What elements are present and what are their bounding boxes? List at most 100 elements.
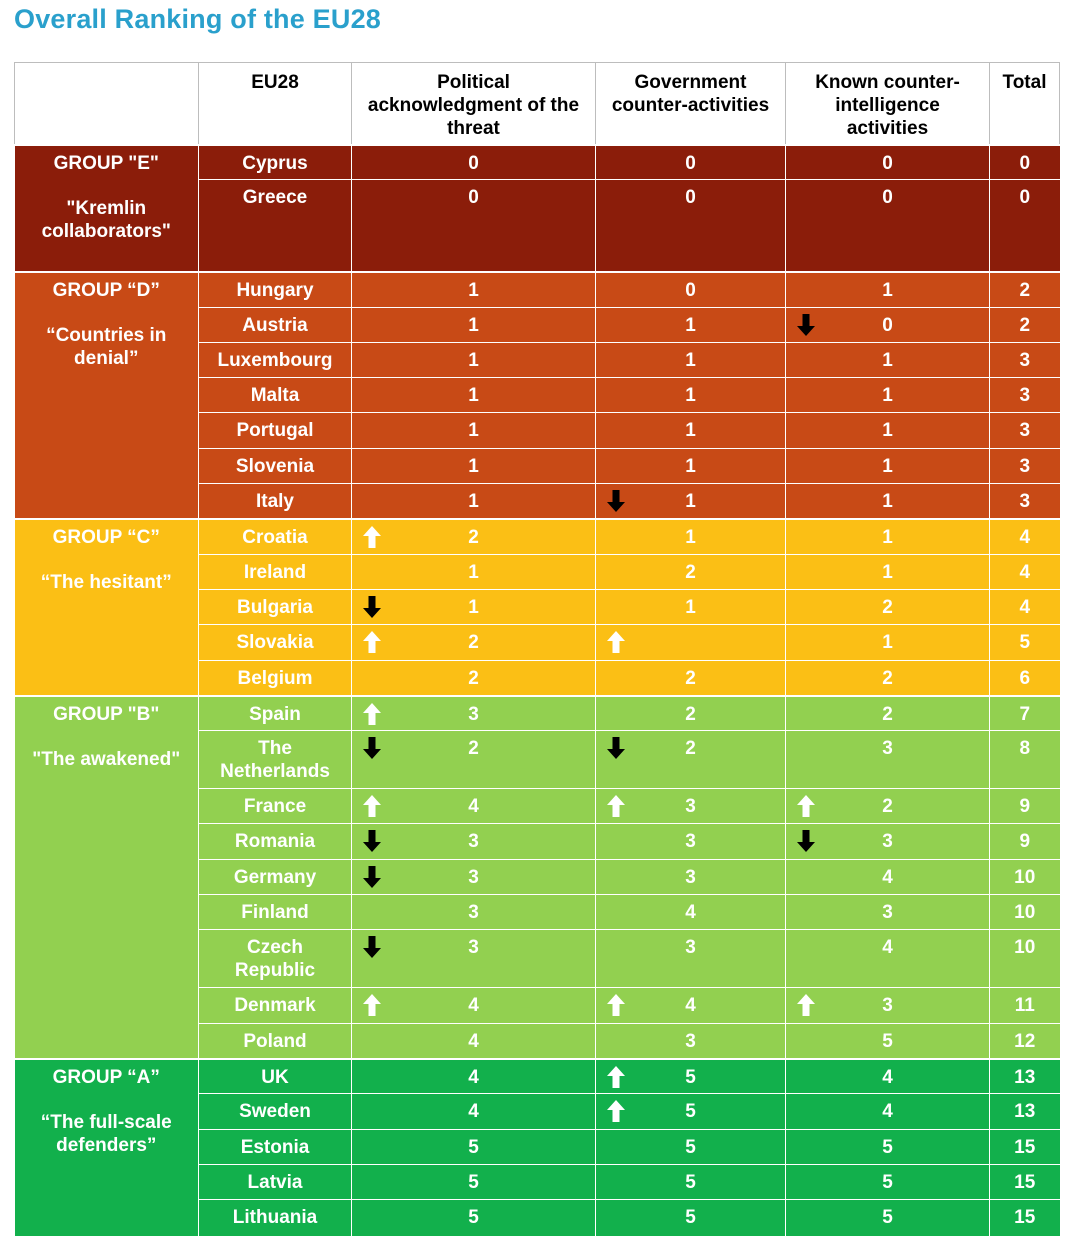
political-score-cell: 2 <box>351 660 596 696</box>
country-cell: Finland <box>198 894 352 930</box>
counterintel-score-cell: 5 <box>785 1129 990 1165</box>
political-score: 1 <box>468 315 479 336</box>
counterintel-score: 5 <box>882 1137 893 1158</box>
political-score-cell: 1 <box>351 483 596 519</box>
arrow-up-icon <box>607 795 625 817</box>
table-row: Romania 3 3 3 9 <box>15 823 1060 860</box>
country-cell: Sweden <box>198 1093 352 1130</box>
total-cell: 3 <box>989 377 1060 413</box>
country-cell: France <box>198 788 352 824</box>
counterintel-score-cell: 5 <box>785 1164 990 1200</box>
government-score: 2 <box>685 738 696 759</box>
total-cell: 15 <box>989 1199 1060 1236</box>
political-score: 4 <box>468 796 479 817</box>
arrow-up-icon <box>797 795 815 817</box>
political-score-cell: 0 <box>351 179 596 272</box>
group-cell: GROUP “D” “Countries in denial” <box>14 270 199 519</box>
country-cell: Slovenia <box>198 448 352 484</box>
political-score: 1 <box>468 456 479 477</box>
total-cell: 10 <box>989 929 1060 988</box>
table-row: The Netherlands 2 2 3 8 <box>15 730 1060 789</box>
group-name: “Countries in denial” <box>46 324 167 369</box>
political-score: 3 <box>468 867 479 888</box>
political-score-cell: 1 <box>351 412 596 449</box>
counterintel-score: 5 <box>882 1031 893 1052</box>
counterintel-score: 1 <box>882 491 893 512</box>
political-score-cell: 2 <box>351 730 596 789</box>
political-score-cell: 5 <box>351 1164 596 1200</box>
political-score: 4 <box>468 1066 479 1088</box>
government-score: 3 <box>685 1031 696 1052</box>
political-score-cell: 2 <box>351 517 596 555</box>
government-score-cell: 2 <box>595 660 786 696</box>
counterintel-score: 5 <box>882 1172 893 1193</box>
country-cell: Malta <box>198 377 352 413</box>
government-score: 0 <box>685 187 696 208</box>
country-cell: Poland <box>198 1023 352 1059</box>
government-score-cell: 0 <box>595 143 786 180</box>
table-row: Greece 0 0 0 0 <box>15 179 1060 272</box>
country-cell: Denmark <box>198 987 352 1024</box>
political-score: 1 <box>468 491 479 512</box>
table-row: Czech Republic 3 3 4 10 <box>15 929 1060 988</box>
government-score-cell: 2 <box>595 694 786 731</box>
government-score: 2 <box>685 668 696 689</box>
table-body: GROUP "E" "Kremlin collaborators" Cyprus 0 0… <box>14 143 1060 1236</box>
table-row: Slovenia 1 1 1 3 <box>15 448 1060 484</box>
political-score: 0 <box>468 187 479 208</box>
government-score-cell: 0 <box>595 179 786 272</box>
political-score-cell: 5 <box>351 1199 596 1236</box>
government-score: 1 <box>685 385 696 406</box>
counterintel-score: 1 <box>882 385 893 406</box>
political-score: 2 <box>468 738 479 759</box>
group-label: GROUP “A” <box>52 1066 160 1088</box>
total-cell: 3 <box>989 412 1060 449</box>
country-cell: Bulgaria <box>198 589 352 625</box>
political-score-cell: 3 <box>351 694 596 731</box>
total-cell: 0 <box>989 179 1060 272</box>
country-cell: Slovakia <box>198 624 352 661</box>
political-score: 0 <box>468 152 479 174</box>
table-row: Portugal 1 1 1 3 <box>15 412 1060 449</box>
header-row: EU28 Political acknowledgment of the thr… <box>14 62 1060 145</box>
table-row: Sweden 4 5 4 13 <box>15 1093 1060 1130</box>
table-row: Finland 3 4 3 10 <box>15 894 1060 930</box>
government-score-cell: 1 <box>595 483 786 519</box>
counterintel-score: 1 <box>882 420 893 441</box>
header-group <box>14 62 199 145</box>
counterintel-score-cell: 1 <box>785 554 990 590</box>
government-score-cell: 2 <box>595 554 786 590</box>
government-score-cell: 3 <box>595 823 786 860</box>
government-score-cell: 1 <box>595 342 786 378</box>
government-score: 1 <box>685 420 696 441</box>
government-score-cell: 4 <box>595 894 786 930</box>
political-score: 4 <box>468 995 479 1016</box>
counterintel-score: 1 <box>882 350 893 371</box>
total-cell: 13 <box>989 1093 1060 1130</box>
group-label: GROUP "B" <box>53 703 160 725</box>
total-cell: 15 <box>989 1164 1060 1200</box>
table-row: Italy 1 1 1 3 <box>15 483 1060 519</box>
counterintel-score-cell: 1 <box>785 270 990 308</box>
government-score: 1 <box>685 491 696 512</box>
political-score: 5 <box>468 1172 479 1193</box>
government-score: 1 <box>685 526 696 548</box>
arrow-down-icon <box>607 737 625 759</box>
government-score-cell: 3 <box>595 859 786 895</box>
counterintel-score: 4 <box>882 1101 893 1122</box>
political-score: 3 <box>468 703 479 725</box>
political-score-cell: 2 <box>351 624 596 661</box>
government-score: 5 <box>685 1207 696 1228</box>
total-cell: 3 <box>989 342 1060 378</box>
counterintel-score: 2 <box>882 597 893 618</box>
total-cell: 5 <box>989 624 1060 661</box>
government-score-cell: 5 <box>595 1164 786 1200</box>
ranking-table: EU28 Political acknowledgment of the thr… <box>14 62 1060 1236</box>
total-cell: 15 <box>989 1129 1060 1165</box>
country-cell: Cyprus <box>198 143 352 180</box>
table-row: Bulgaria 1 1 2 4 <box>15 589 1060 625</box>
government-score-cell: 1 <box>595 377 786 413</box>
arrow-up-icon <box>607 1100 625 1122</box>
table-row: Poland 4 3 5 12 <box>15 1023 1060 1059</box>
counterintel-score: 3 <box>882 995 893 1016</box>
